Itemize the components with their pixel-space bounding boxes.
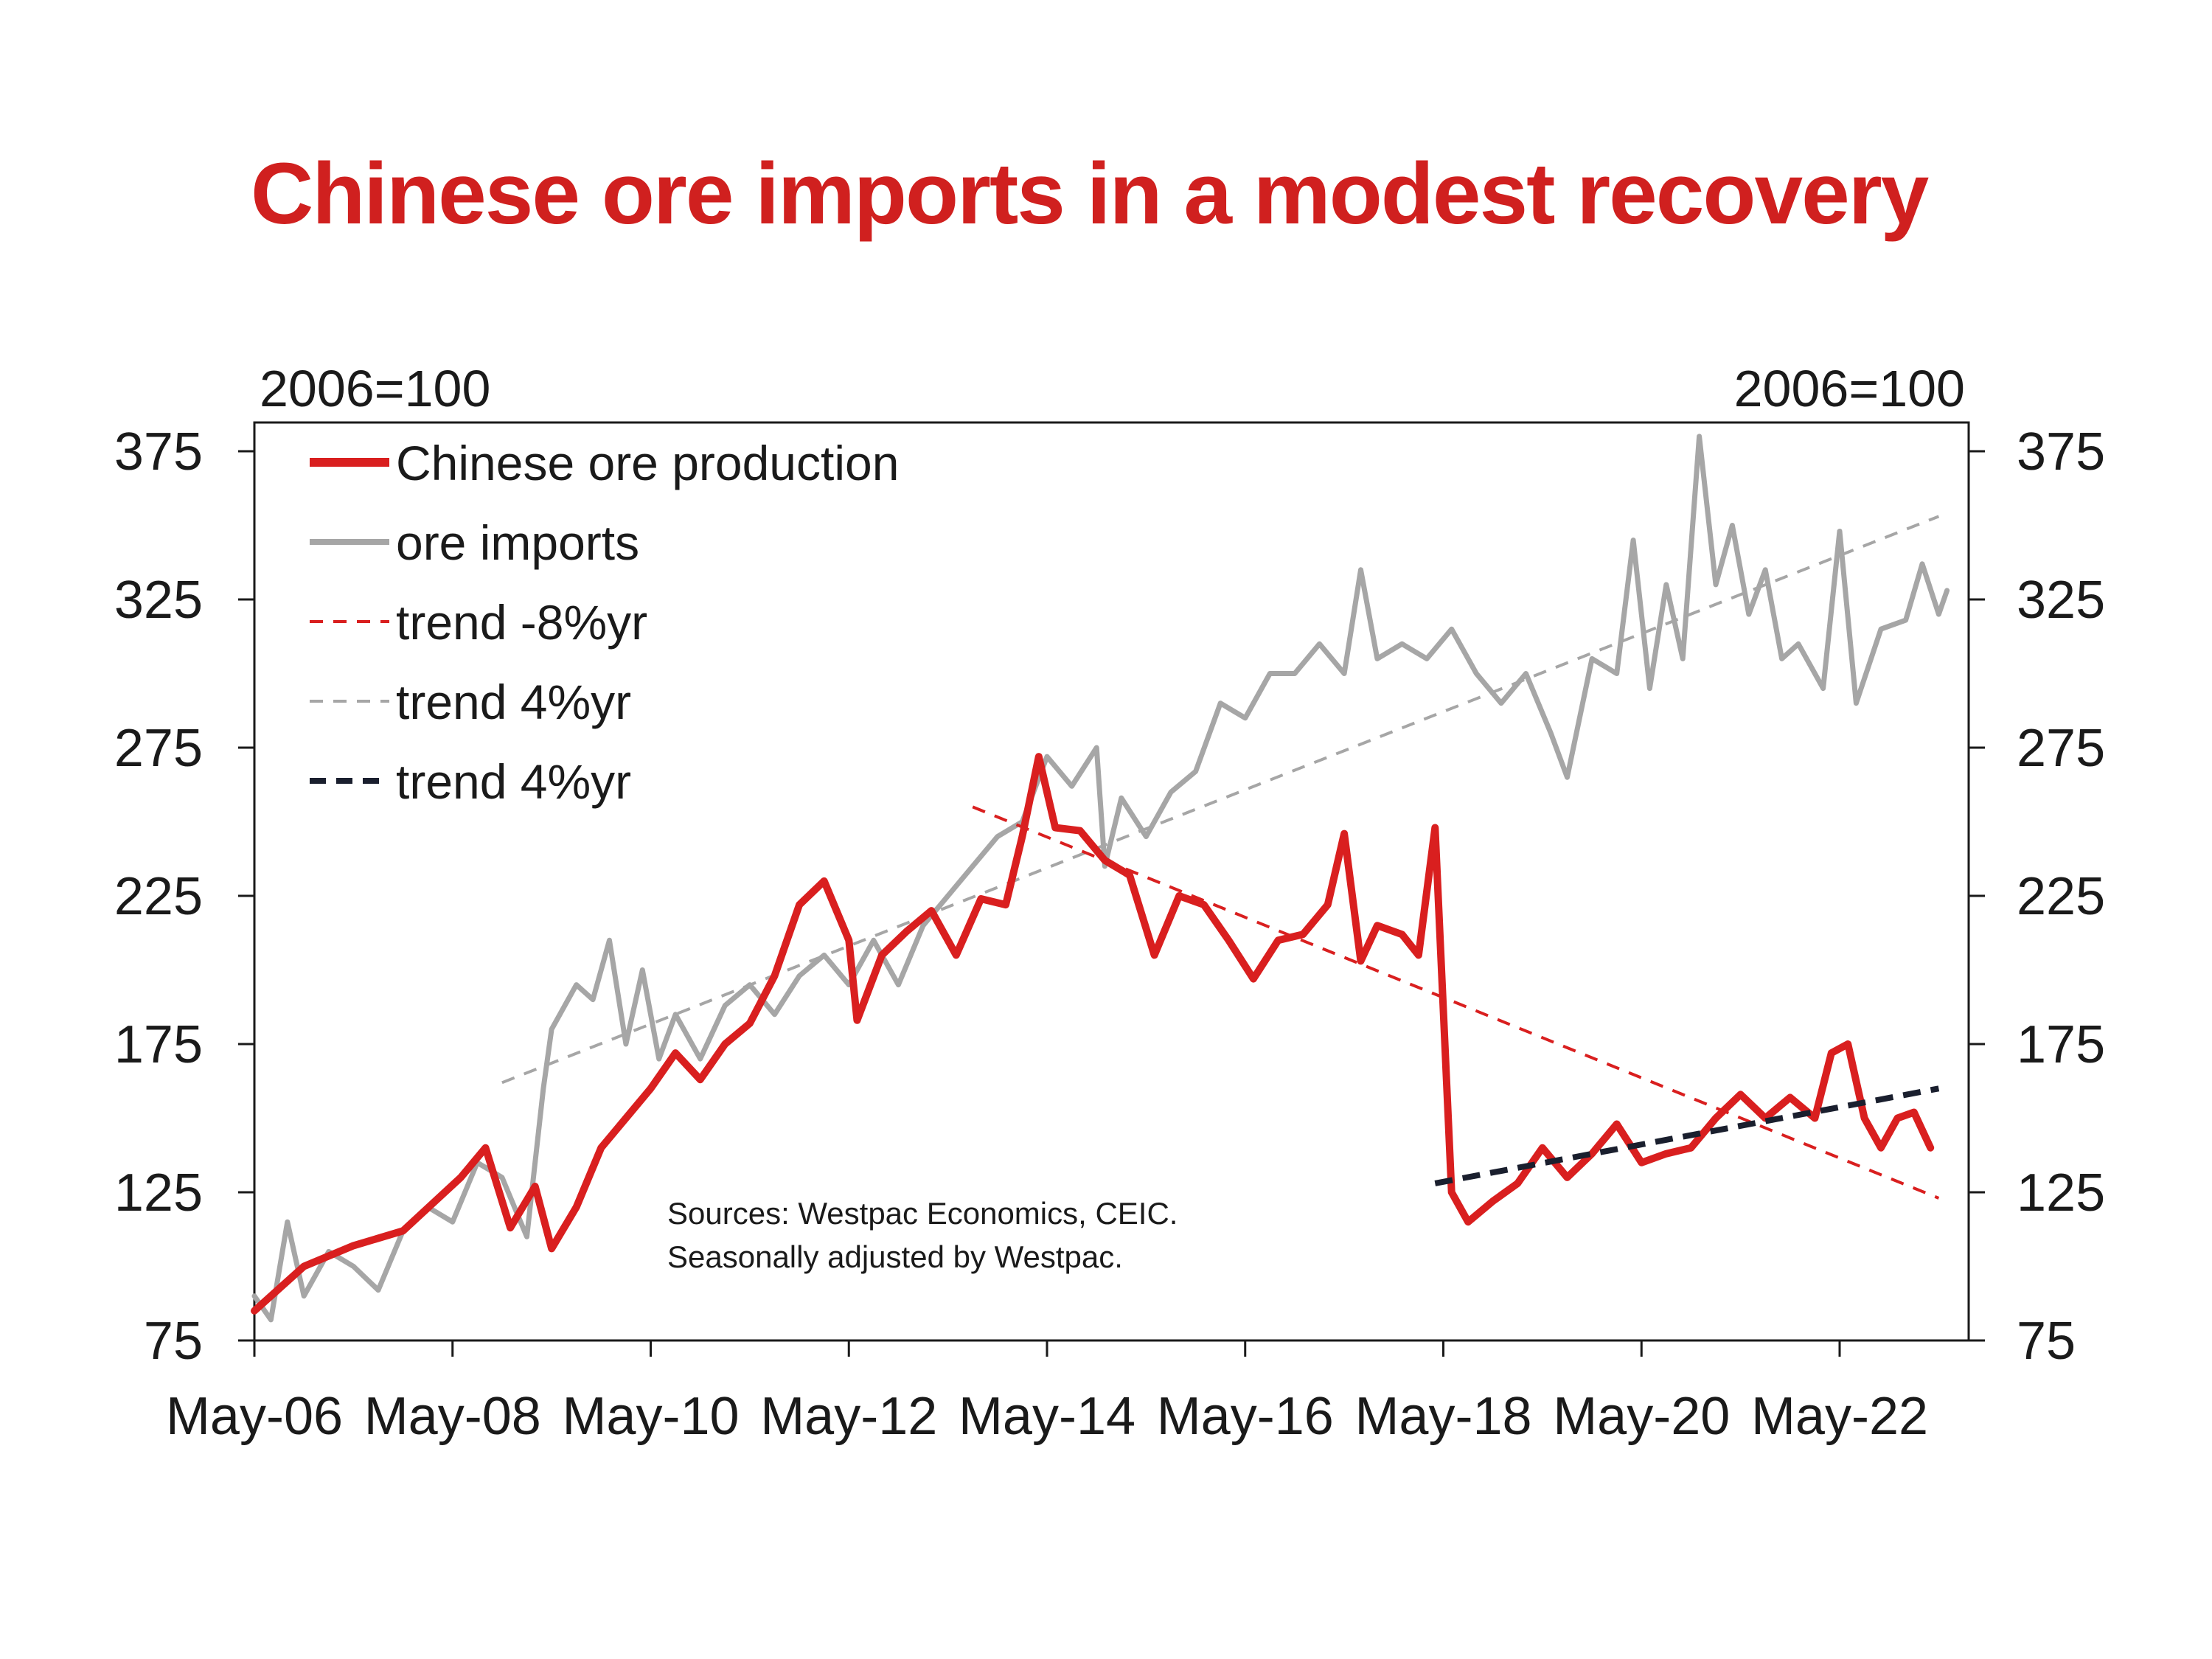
- chart-title: Chinese ore imports in a modest recovery: [251, 145, 1929, 243]
- y-tick-label-right: 125: [2017, 1164, 2105, 1222]
- right-axis-unit: 2006=100: [1734, 360, 1965, 417]
- x-tick-label: May-16: [1157, 1387, 1334, 1446]
- y-tick-label-left: 75: [144, 1312, 203, 1371]
- source-note-line-2: Seasonally adjusted by Westpac.: [667, 1239, 1123, 1274]
- x-tick-label: May-12: [760, 1387, 937, 1446]
- x-tick-label: May-22: [1751, 1387, 1928, 1446]
- y-tick-label-right: 375: [2017, 422, 2105, 481]
- x-tick-label: May-08: [364, 1387, 541, 1446]
- x-tick-label: May-14: [959, 1387, 1135, 1446]
- y-tick-label-left: 225: [114, 867, 203, 926]
- y-tick-label-left: 375: [114, 422, 203, 481]
- right-y-axis: 75 125 175 225 275 325 375: [1969, 422, 2105, 1371]
- left-y-axis: 75 125 175 225 275 325 375: [114, 422, 254, 1371]
- y-tick-label-right: 75: [2017, 1312, 2076, 1371]
- x-axis: May-06 May-08 May-10 May-12 May-14 May-16 May-…: [166, 1340, 1928, 1446]
- legend-label: trend -8%yr: [396, 595, 647, 650]
- y-tick-label-left: 125: [114, 1164, 203, 1222]
- legend-label: ore imports: [396, 515, 639, 570]
- legend-label: Chinese ore production: [396, 436, 899, 490]
- legend-label: trend 4%yr: [396, 675, 631, 729]
- series-line-trend-4-yr: [501, 515, 1940, 1085]
- x-tick-label: May-18: [1354, 1387, 1531, 1446]
- y-tick-label-left: 175: [114, 1015, 203, 1074]
- y-tick-label-right: 175: [2017, 1015, 2105, 1074]
- series-line-chinese-ore-production: [251, 753, 1935, 1315]
- y-tick-label-left: 275: [114, 719, 203, 778]
- series-line-trend-8-yr: [972, 805, 1940, 1200]
- plot-frame: [253, 421, 1970, 1342]
- left-axis-unit: 2006=100: [260, 360, 490, 417]
- y-tick-label-right: 225: [2017, 867, 2105, 926]
- legend: Chinese ore production ore imports trend -…: [310, 436, 899, 809]
- y-tick-label-right: 275: [2017, 719, 2105, 778]
- x-tick-label: May-06: [166, 1387, 343, 1446]
- legend-label: trend 4%yr: [396, 754, 631, 809]
- series-line-trend-4-yr: [1434, 1085, 1940, 1186]
- x-tick-label: May-20: [1553, 1387, 1730, 1446]
- series-layer: [251, 434, 1950, 1323]
- y-tick-label-left: 325: [114, 571, 203, 630]
- series-line-ore-imports: [251, 434, 1950, 1323]
- y-tick-label-right: 325: [2017, 571, 2105, 630]
- source-note-line-1: Sources: Westpac Economics, CEIC.: [667, 1196, 1178, 1231]
- x-tick-label: May-10: [562, 1387, 739, 1446]
